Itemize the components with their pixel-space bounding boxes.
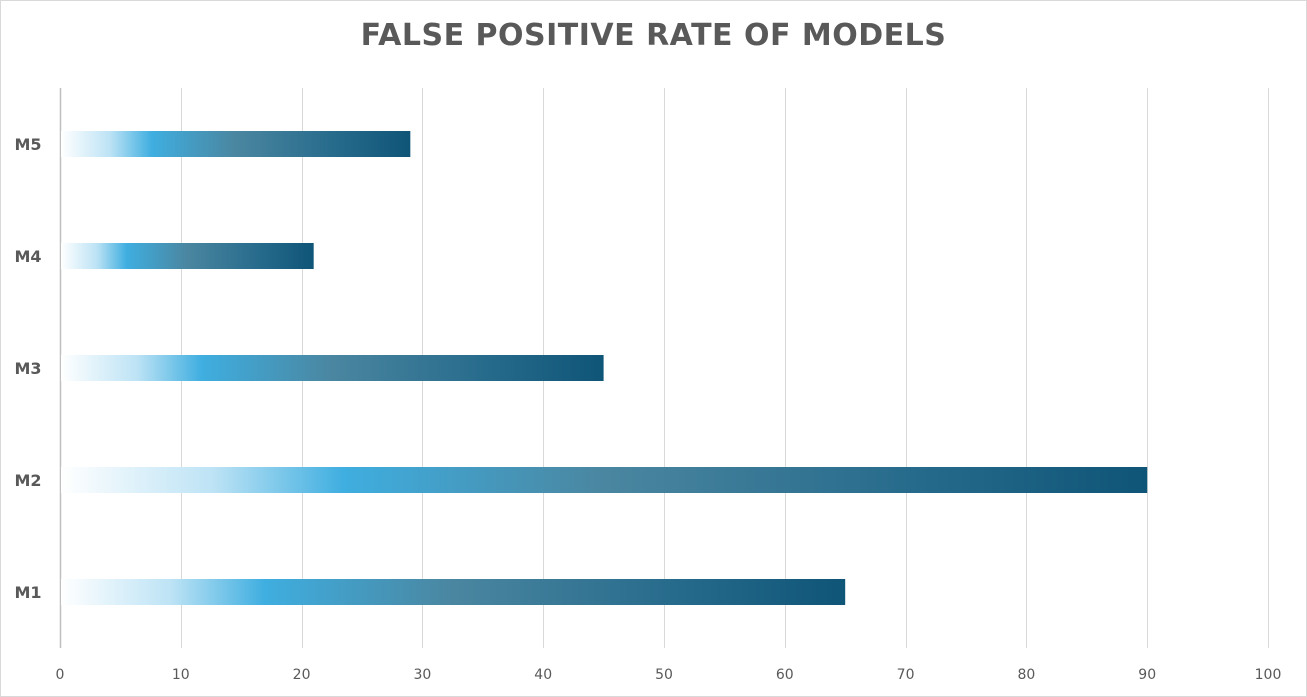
x-tick-label: 10 — [172, 667, 190, 683]
category-label-m5: M5 — [14, 135, 41, 154]
category-label-m4: M4 — [14, 247, 41, 266]
bar-m2 — [61, 467, 1148, 493]
x-tick-label: 60 — [776, 667, 794, 683]
bar-m4 — [61, 243, 314, 269]
category-label-m1: M1 — [14, 583, 41, 602]
x-tick-label: 100 — [1255, 667, 1282, 683]
x-axis-ticks: 0 10 20 30 40 50 60 70 80 90 100 — [56, 667, 1282, 683]
x-tick-label: 90 — [1138, 667, 1156, 683]
category-label-m2: M2 — [14, 471, 41, 490]
category-label-m3: M3 — [14, 359, 41, 378]
bar-m3 — [61, 355, 604, 381]
bar-m1 — [61, 579, 846, 605]
chart-title: FALSE POSITIVE RATE OF MODELS — [360, 18, 947, 53]
x-tick-label: 70 — [897, 667, 915, 683]
x-tick-label: 80 — [1017, 667, 1035, 683]
gridlines — [59, 88, 1269, 648]
bar-m5 — [61, 131, 411, 157]
x-tick-label: 0 — [56, 667, 65, 683]
y-axis-categories: M1 M2 M3 M4 M5 — [14, 135, 41, 602]
x-tick-label: 40 — [534, 667, 552, 683]
bars — [61, 131, 1148, 605]
x-tick-label: 50 — [655, 667, 673, 683]
x-tick-label: 30 — [413, 667, 431, 683]
x-tick-label: 20 — [293, 667, 311, 683]
